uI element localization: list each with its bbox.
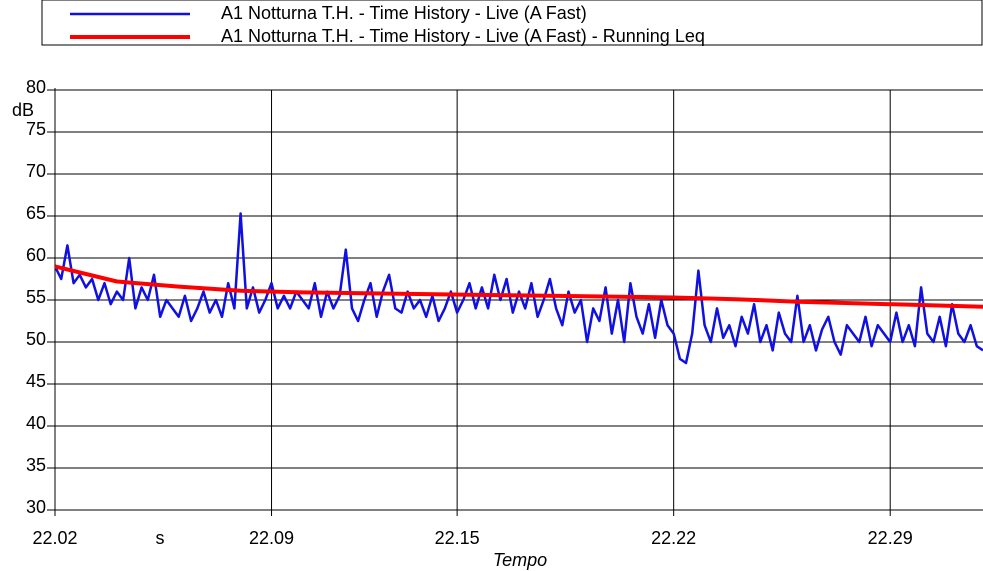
- legend-box: [41, 0, 983, 46]
- y-tick-label: 30: [26, 497, 46, 517]
- series-line: [55, 264, 983, 309]
- x-tick-label: 22.02: [32, 528, 77, 548]
- x-tick-label: 22.22: [651, 528, 696, 548]
- y-tick-label: 70: [26, 161, 46, 181]
- legend-label: A1 Notturna T.H. - Time History - Live (…: [221, 26, 705, 46]
- legend-label: A1 Notturna T.H. - Time History - Live (…: [221, 3, 587, 23]
- x-axis-label: Tempo: [493, 550, 547, 570]
- y-tick-label: 35: [26, 455, 46, 475]
- series-line: [55, 212, 983, 365]
- y-tick-label: 75: [26, 119, 46, 139]
- y-tick-label: 45: [26, 371, 46, 391]
- x-tick-label: 22.15: [435, 528, 480, 548]
- grid: 30 35 40 45 50 55 60 65 70 75 80 22.02 22.09 22.15 22.…: [26, 77, 983, 548]
- plot-area: [55, 212, 983, 365]
- x-unit: s: [156, 528, 165, 548]
- y-tick-label: 50: [26, 329, 46, 349]
- y-tick-label: 60: [26, 245, 46, 265]
- y-tick-label: 65: [26, 203, 46, 223]
- y-tick-label: 55: [26, 287, 46, 307]
- y-tick-label: 40: [26, 413, 46, 433]
- legend: A1 Notturna T.H. - Time History - Live (…: [70, 3, 705, 46]
- x-tick-label: 22.09: [249, 528, 294, 548]
- y-unit: dB: [12, 100, 34, 120]
- y-tick-label: 80: [26, 77, 46, 97]
- x-tick-label: 22.29: [868, 528, 913, 548]
